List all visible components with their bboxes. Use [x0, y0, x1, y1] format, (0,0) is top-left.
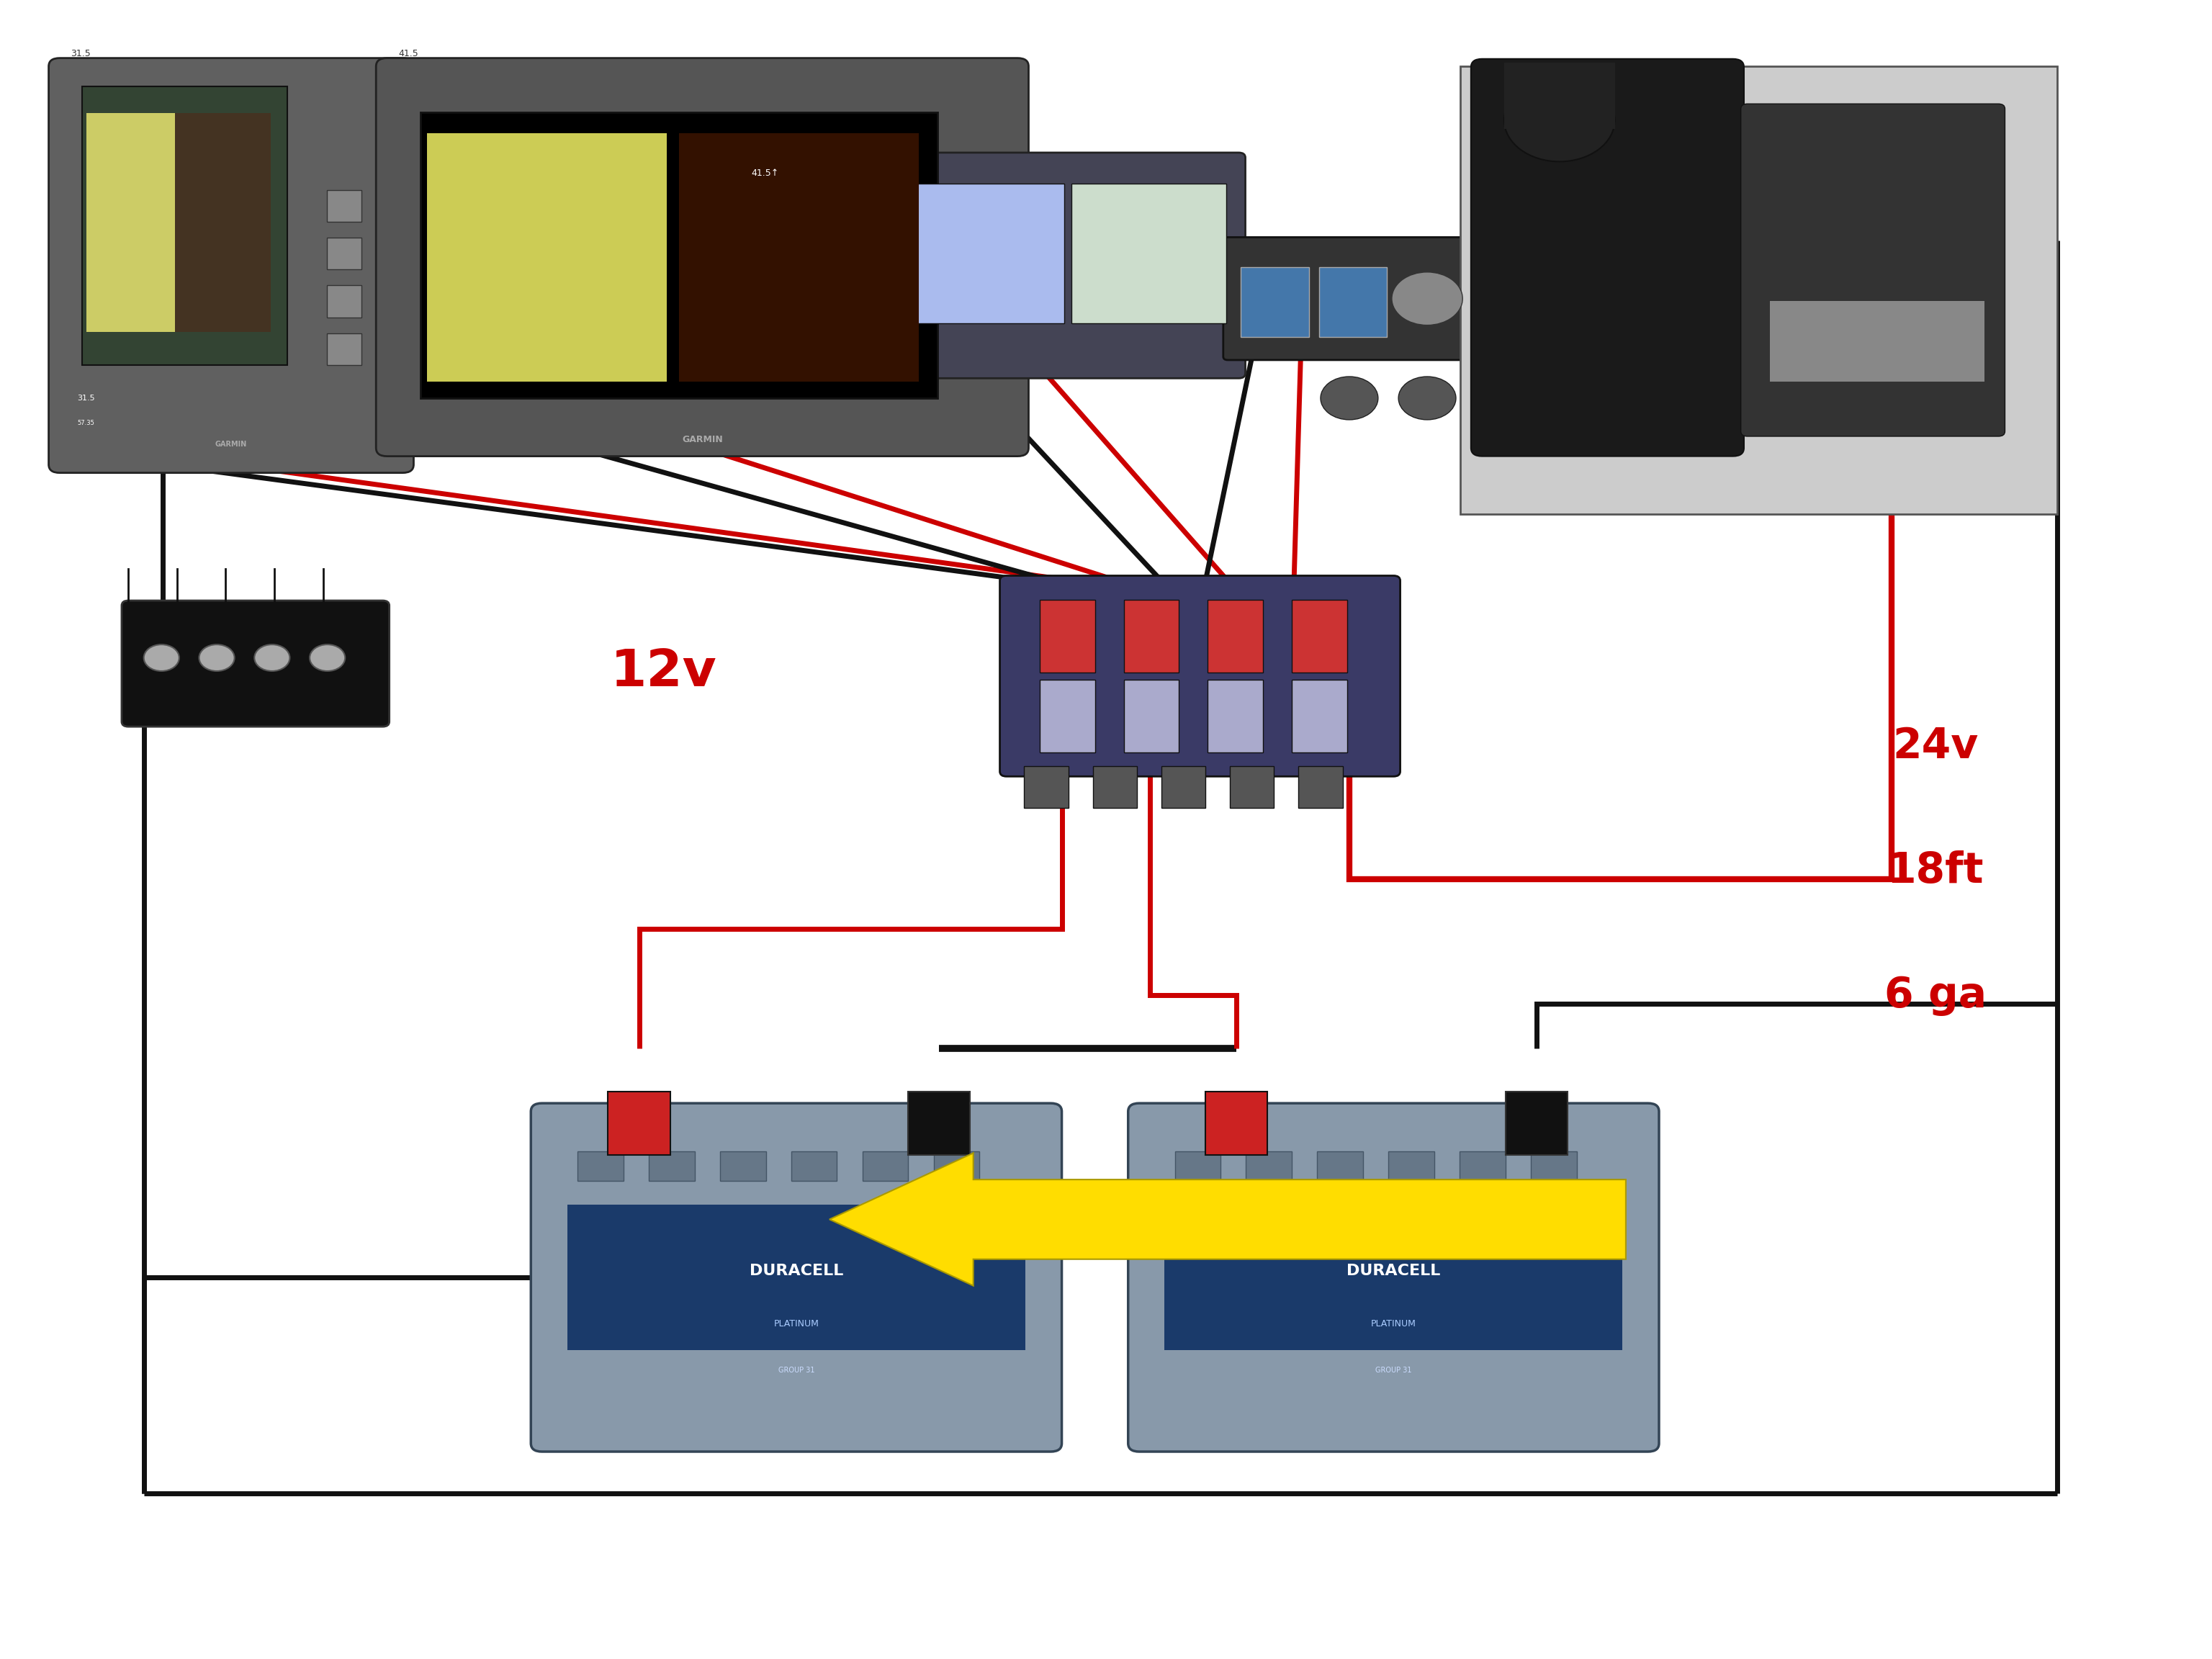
Text: DURACELL: DURACELL	[1347, 1264, 1440, 1277]
Bar	[1040, 680, 1095, 753]
FancyBboxPatch shape	[531, 1103, 1062, 1452]
Bar	[1318, 267, 1387, 337]
Bar	[1504, 63, 1615, 129]
Bar	[1245, 1151, 1292, 1181]
Bar	[792, 1151, 836, 1181]
Circle shape	[254, 645, 290, 672]
Bar	[1770, 300, 1984, 382]
Bar	[427, 134, 666, 382]
Bar	[1124, 601, 1179, 672]
Circle shape	[199, 645, 234, 672]
Text: PLATINUM: PLATINUM	[774, 1319, 818, 1329]
Bar	[1241, 267, 1310, 337]
Bar	[577, 1151, 624, 1181]
Bar	[648, 1151, 695, 1181]
Bar	[327, 189, 361, 222]
Text: 18ft: 18ft	[1887, 851, 1984, 891]
Text: 31.5: 31.5	[77, 395, 95, 401]
Bar	[1124, 680, 1179, 753]
Bar	[1460, 66, 2057, 514]
Bar	[327, 285, 361, 317]
Bar	[933, 1151, 980, 1181]
Bar	[1506, 1092, 1568, 1155]
Bar	[1164, 1204, 1621, 1350]
Circle shape	[1398, 377, 1455, 420]
Bar	[1460, 1151, 1506, 1181]
Text: 57.35: 57.35	[77, 420, 95, 426]
Bar	[1071, 184, 1225, 324]
Circle shape	[310, 645, 345, 672]
Bar	[1208, 601, 1263, 672]
Bar	[1292, 680, 1347, 753]
Text: PLATINUM: PLATINUM	[1371, 1319, 1416, 1329]
Bar	[863, 184, 1064, 324]
FancyBboxPatch shape	[1223, 237, 1475, 360]
Text: 24v: 24v	[1893, 727, 1978, 766]
FancyBboxPatch shape	[376, 58, 1029, 456]
FancyBboxPatch shape	[1471, 58, 1743, 456]
Text: GARMIN: GARMIN	[215, 441, 248, 448]
Bar	[721, 1151, 765, 1181]
Bar	[1040, 601, 1095, 672]
Bar	[1093, 766, 1137, 808]
Bar	[327, 237, 361, 269]
Bar	[1318, 1151, 1363, 1181]
Bar	[1175, 1151, 1221, 1181]
Bar	[1389, 1151, 1433, 1181]
FancyBboxPatch shape	[1741, 105, 2004, 436]
Text: 6 ga: 6 ga	[1885, 975, 1986, 1015]
Text: GROUP 31: GROUP 31	[1376, 1367, 1411, 1374]
Text: 31.5: 31.5	[71, 48, 91, 58]
Bar	[909, 1092, 971, 1155]
Bar	[1292, 601, 1347, 672]
Bar	[1208, 680, 1263, 753]
Bar	[679, 134, 918, 382]
Circle shape	[1391, 272, 1462, 325]
Text: 41.5↑: 41.5↑	[752, 169, 779, 178]
FancyBboxPatch shape	[49, 58, 414, 473]
Circle shape	[144, 645, 179, 672]
FancyBboxPatch shape	[1000, 576, 1400, 776]
Bar	[1024, 766, 1068, 808]
Bar	[82, 86, 288, 365]
Bar	[1161, 766, 1206, 808]
FancyBboxPatch shape	[1128, 1103, 1659, 1452]
Bar	[608, 1092, 670, 1155]
Text: 41.5: 41.5	[398, 48, 418, 58]
Text: GROUP 31: GROUP 31	[779, 1367, 814, 1374]
Bar	[1230, 766, 1274, 808]
Ellipse shape	[1504, 78, 1615, 161]
Bar	[1531, 1151, 1577, 1181]
Bar	[1298, 766, 1343, 808]
Bar	[420, 113, 938, 398]
Bar	[327, 333, 361, 365]
Text: DURACELL: DURACELL	[750, 1264, 843, 1277]
Bar	[566, 1204, 1026, 1350]
FancyBboxPatch shape	[122, 601, 389, 727]
Bar	[86, 113, 181, 332]
FancyArrow shape	[830, 1153, 1626, 1286]
Circle shape	[1321, 377, 1378, 420]
Text: 12v: 12v	[611, 647, 717, 697]
Bar	[863, 1151, 909, 1181]
Bar	[1206, 1092, 1267, 1155]
Bar	[175, 113, 270, 332]
Text: GARMIN: GARMIN	[681, 435, 723, 445]
FancyBboxPatch shape	[845, 153, 1245, 378]
